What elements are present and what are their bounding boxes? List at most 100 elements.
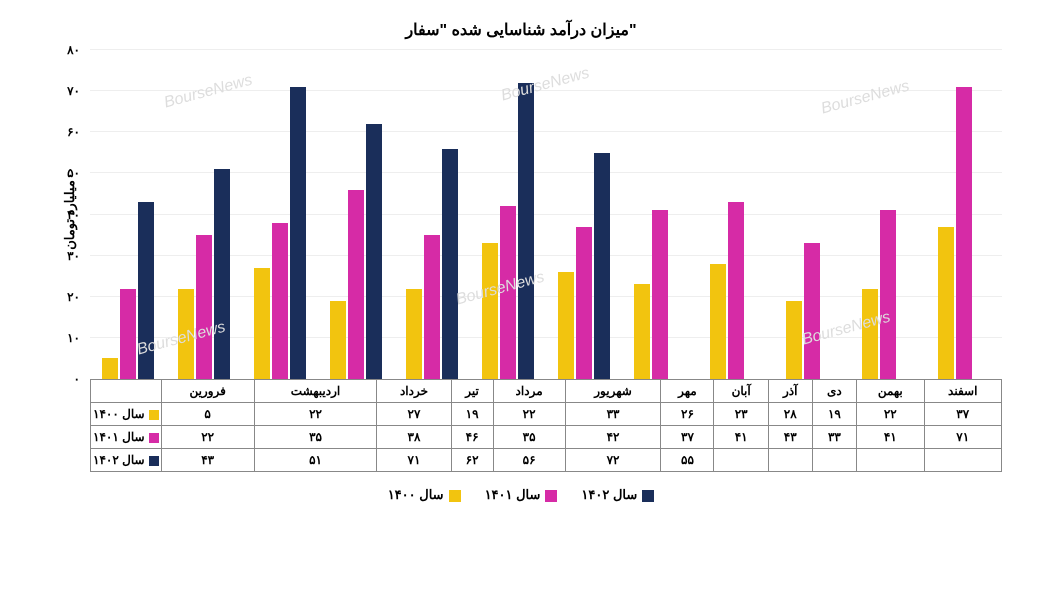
table-corner bbox=[91, 380, 162, 403]
bar bbox=[138, 202, 154, 379]
bar bbox=[862, 289, 878, 379]
table-cell: ۵۵ bbox=[661, 449, 714, 472]
table-cell: ۴۱ bbox=[857, 426, 924, 449]
bar bbox=[214, 169, 230, 379]
table-cell: ۳۸ bbox=[377, 426, 451, 449]
table-cell: ۲۶ bbox=[661, 403, 714, 426]
bar bbox=[102, 358, 118, 379]
bar-group bbox=[698, 50, 774, 379]
legend-item: سال ۱۴۰۲ bbox=[581, 487, 654, 503]
series-swatch bbox=[149, 456, 159, 466]
table-cell: ۴۱ bbox=[714, 426, 768, 449]
bar-group bbox=[850, 50, 926, 379]
table-header-cell: شهریور bbox=[565, 380, 661, 403]
bar bbox=[330, 301, 346, 379]
table-cell: ۲۳ bbox=[714, 403, 768, 426]
bar bbox=[348, 190, 364, 379]
y-tick: ۲۰ bbox=[67, 290, 80, 304]
table-cell: ۴۶ bbox=[451, 426, 493, 449]
table-cell: ۳۳ bbox=[812, 426, 856, 449]
bar bbox=[652, 210, 668, 379]
table-cell: ۳۷ bbox=[661, 426, 714, 449]
table-cell bbox=[857, 449, 924, 472]
row-label: سال ۱۴۰۱ bbox=[91, 426, 162, 449]
table-cell: ۳۵ bbox=[254, 426, 377, 449]
bar bbox=[880, 210, 896, 379]
table-cell: ۲۲ bbox=[493, 403, 565, 426]
table-cell: ۷۱ bbox=[924, 426, 1002, 449]
legend: سال ۱۴۰۰ سال ۱۴۰۱ سال ۱۴۰۲ bbox=[30, 487, 1012, 503]
y-tick: ۵۰ bbox=[67, 166, 80, 180]
table-row: سال ۱۴۰۲۴۳۵۱۷۱۶۲۵۶۷۲۵۵ bbox=[91, 449, 1002, 472]
bar bbox=[406, 289, 422, 379]
bar-group bbox=[546, 50, 622, 379]
table-header-cell: اردیبهشت bbox=[254, 380, 377, 403]
bar bbox=[558, 272, 574, 379]
y-axis: ۰۱۰۲۰۳۰۴۰۵۰۶۰۷۰۸۰ bbox=[55, 50, 85, 379]
bar bbox=[786, 301, 802, 379]
bar-group bbox=[318, 50, 394, 379]
table-cell: ۷۱ bbox=[377, 449, 451, 472]
row-label: سال ۱۴۰۲ bbox=[91, 449, 162, 472]
table-cell: ۴۳ bbox=[161, 449, 254, 472]
chart-title: میزان درآمد شناسایی شده "سفار" bbox=[30, 20, 1012, 40]
table-cell: ۲۲ bbox=[857, 403, 924, 426]
table-header-cell: دی bbox=[812, 380, 856, 403]
row-label: سال ۱۴۰۰ bbox=[91, 403, 162, 426]
bar bbox=[366, 124, 382, 379]
bar bbox=[290, 87, 306, 379]
bar-group bbox=[774, 50, 850, 379]
y-tick: ۴۰ bbox=[67, 208, 80, 222]
table-cell: ۳۳ bbox=[565, 403, 661, 426]
table-cell bbox=[924, 449, 1002, 472]
bars-container bbox=[90, 50, 1002, 379]
series-swatch bbox=[149, 410, 159, 420]
bar bbox=[594, 153, 610, 379]
bar bbox=[956, 87, 972, 379]
table-header-cell: مرداد bbox=[493, 380, 565, 403]
table-header-cell: بهمن bbox=[857, 380, 924, 403]
bar bbox=[178, 289, 194, 379]
bar bbox=[442, 149, 458, 379]
table-row: سال ۱۴۰۰۵۲۲۲۷۱۹۲۲۳۳۲۶۲۳۲۸۱۹۲۲۳۷ bbox=[91, 403, 1002, 426]
bar bbox=[272, 223, 288, 379]
y-tick: ۳۰ bbox=[67, 249, 80, 263]
bar-group bbox=[242, 50, 318, 379]
bar bbox=[710, 264, 726, 379]
bar bbox=[728, 202, 744, 379]
bar-group bbox=[166, 50, 242, 379]
y-tick: ۷۰ bbox=[67, 84, 80, 98]
table-cell: ۳۵ bbox=[493, 426, 565, 449]
table-cell: ۵ bbox=[161, 403, 254, 426]
table-cell: ۴۲ bbox=[565, 426, 661, 449]
table-header-row: فروریناردیبهشتخردادتیرمردادشهریورمهرآبان… bbox=[91, 380, 1002, 403]
table-cell: ۲۸ bbox=[768, 403, 812, 426]
bar bbox=[254, 268, 270, 379]
bar bbox=[424, 235, 440, 379]
legend-item: سال ۱۴۰۱ bbox=[485, 487, 558, 503]
table-row: سال ۱۴۰۱۲۲۳۵۳۸۴۶۳۵۴۲۳۷۴۱۴۳۳۳۴۱۷۱ bbox=[91, 426, 1002, 449]
table-header-cell: مهر bbox=[661, 380, 714, 403]
table-cell: ۵۱ bbox=[254, 449, 377, 472]
table-cell: ۶۲ bbox=[451, 449, 493, 472]
legend-swatch bbox=[449, 490, 461, 502]
bar bbox=[938, 227, 954, 379]
bar-group bbox=[926, 50, 1002, 379]
table-header-cell: فرورین bbox=[161, 380, 254, 403]
bar-group bbox=[470, 50, 546, 379]
y-tick: ۱۰ bbox=[67, 331, 80, 345]
bar-group bbox=[90, 50, 166, 379]
y-tick: ۸۰ bbox=[67, 43, 80, 57]
table-cell: ۲۲ bbox=[254, 403, 377, 426]
table-cell: ۱۹ bbox=[451, 403, 493, 426]
chart-plot-area: میلیارد تومان ۰۱۰۲۰۳۰۴۰۵۰۶۰۷۰۸۰ BourseNe… bbox=[90, 50, 1002, 380]
table-header-cell: اسفند bbox=[924, 380, 1002, 403]
y-tick: ۶۰ bbox=[67, 125, 80, 139]
legend-item: سال ۱۴۰۰ bbox=[388, 487, 461, 503]
table-cell: ۲۲ bbox=[161, 426, 254, 449]
table-cell: ۵۶ bbox=[493, 449, 565, 472]
bar-group bbox=[622, 50, 698, 379]
legend-swatch bbox=[545, 490, 557, 502]
y-tick: ۰ bbox=[74, 372, 80, 386]
table-cell bbox=[714, 449, 768, 472]
